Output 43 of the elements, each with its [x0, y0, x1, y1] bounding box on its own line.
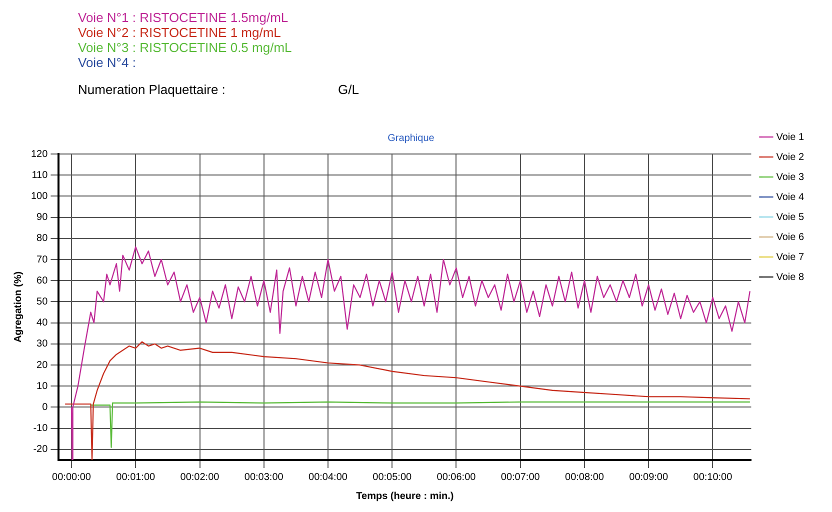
x-tick-label: 00:04:00	[308, 472, 348, 483]
legend-label: Voie 1	[776, 132, 804, 143]
x-tick-label: 00:03:00	[244, 472, 284, 483]
x-tick-label: 00:00:00	[52, 472, 92, 483]
y-tick-label: 60	[36, 275, 48, 286]
y-tick-label: -10	[33, 423, 48, 434]
x-tick-label: 00:10:00	[693, 472, 733, 483]
y-tick-label: 30	[36, 338, 48, 350]
y-tick-label: 0	[42, 402, 48, 413]
chart-title: Graphique	[388, 132, 435, 144]
legend-label: Voie 7	[776, 252, 804, 263]
legend-label: Voie 3	[776, 172, 804, 183]
y-tick-label: 80	[36, 233, 48, 244]
x-tick-label: 00:02:00	[180, 472, 220, 483]
x-tick-label: 00:06:00	[436, 472, 476, 483]
legend-label: Voie 2	[776, 152, 804, 163]
y-tick-label: 40	[36, 318, 48, 329]
y-tick-label: 90	[36, 212, 48, 224]
legend-label: Voie 6	[776, 232, 804, 243]
x-axis-title: Temps (heure : min.)	[356, 490, 454, 502]
x-tick-label: 00:05:00	[372, 472, 412, 483]
y-tick-label: 20	[36, 360, 48, 371]
y-tick-label: 100	[30, 190, 48, 202]
text: Numeration Plaquettaire :	[78, 82, 226, 97]
legend-label: Voie 5	[776, 212, 804, 223]
x-tick-label: 00:01:00	[116, 472, 156, 483]
x-tick-label: 00:07:00	[500, 472, 540, 483]
text: Voie N°2 : RISTOCETINE 1 mg/mL	[78, 25, 282, 40]
legend-label: Voie 8	[776, 272, 804, 283]
y-tick-label: 70	[36, 254, 48, 266]
x-tick-label: 00:08:00	[565, 472, 604, 483]
text: G/L	[338, 82, 359, 97]
legend-label: Voie 4	[776, 192, 804, 203]
y-axis-title: Agregation (%)	[12, 271, 24, 343]
y-tick-label: -20	[33, 444, 48, 456]
y-tick-label: 110	[32, 170, 48, 181]
y-tick-label: 10	[36, 380, 48, 392]
text: Voie N°3 : RISTOCETINE 0.5 mg/mL	[78, 40, 293, 55]
y-tick-label: 50	[36, 296, 48, 308]
x-tick-label: 00:09:00	[629, 472, 668, 483]
y-tick-label: 120	[30, 148, 48, 160]
text: Voie N°1 : RISTOCETINE 1.5mg/mL	[78, 10, 290, 25]
text: Voie N°4 :	[78, 55, 137, 70]
